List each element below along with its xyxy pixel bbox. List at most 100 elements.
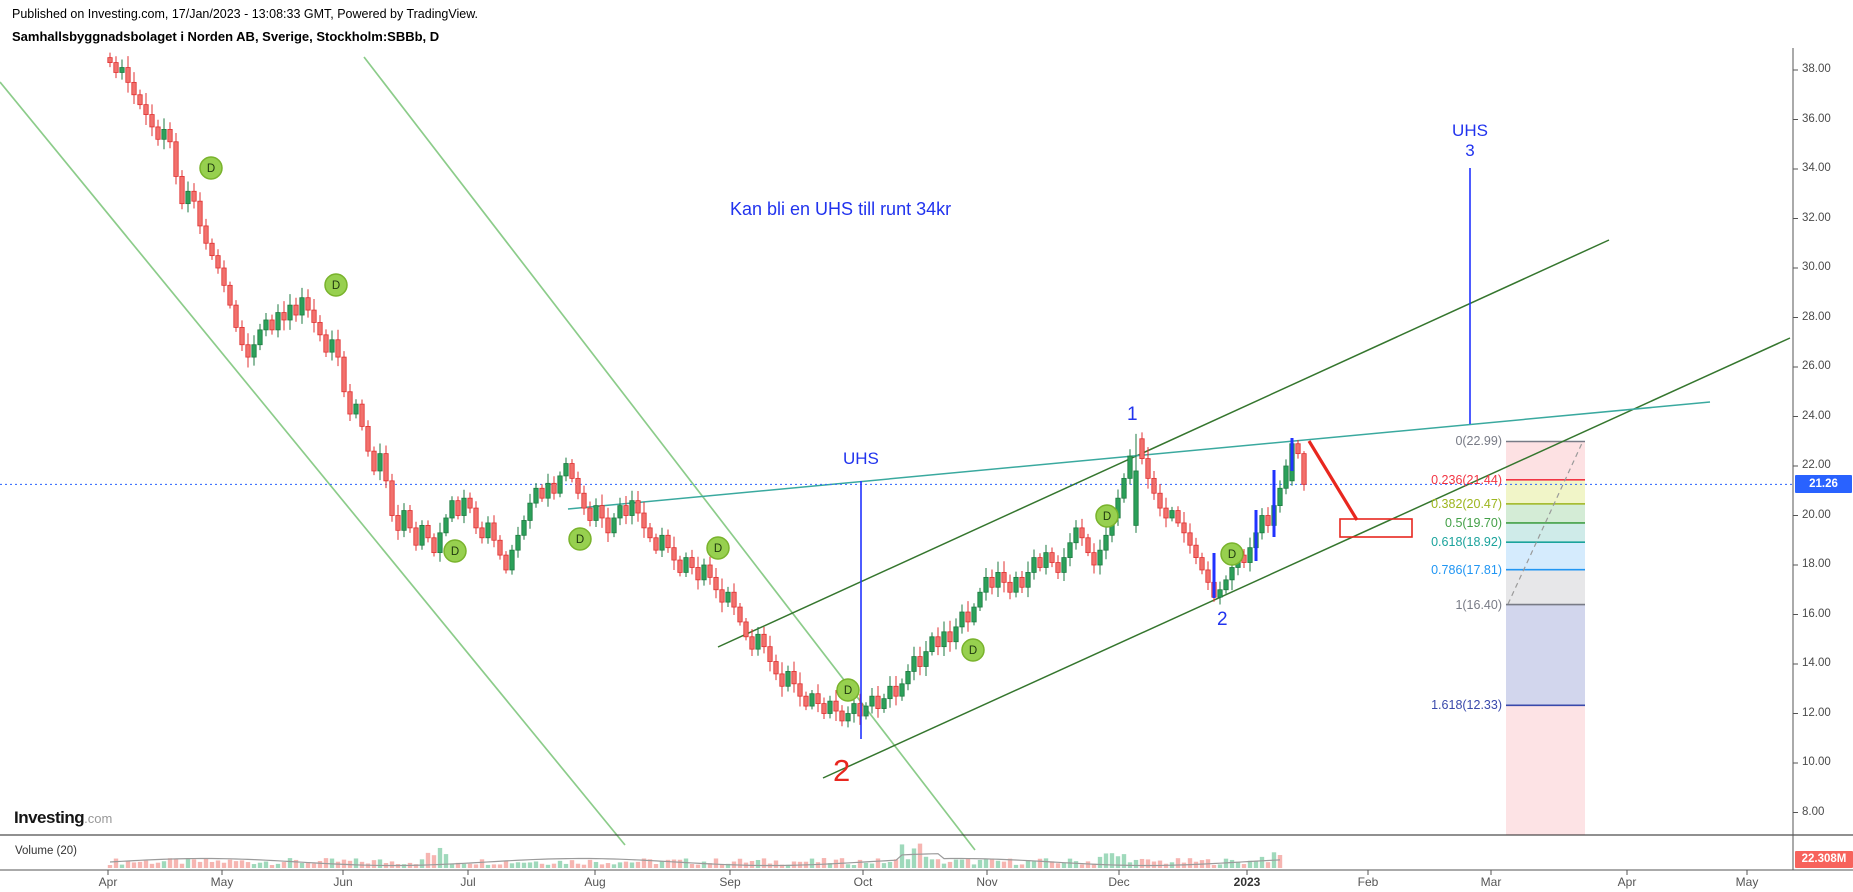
candle-body	[1259, 515, 1265, 534]
candle-body	[269, 319, 275, 331]
price-tick-label: 28.00	[1802, 310, 1831, 323]
volume-bar	[629, 862, 635, 868]
dividend-marker-icon[interactable]	[1220, 542, 1244, 566]
dividend-marker-icon[interactable]	[443, 539, 467, 563]
dividend-marker-letter: D	[1103, 511, 1111, 523]
volume-bar	[1265, 862, 1271, 868]
fib-trend-dashed-line[interactable]	[1507, 440, 1584, 605]
candle-body	[419, 525, 425, 546]
trendline-down-channel-right[interactable]	[363, 56, 976, 851]
volume-bar	[497, 864, 503, 868]
dividend-marker-letter: D	[576, 534, 584, 546]
volume-bar	[137, 861, 143, 868]
volume-bar	[587, 859, 593, 868]
month-label: May	[1735, 875, 1759, 889]
month-label: Aug	[584, 875, 606, 889]
candle-body	[179, 176, 185, 205]
volume-bar	[1013, 864, 1019, 868]
trendline-neckline[interactable]	[567, 401, 1711, 510]
volume-bar	[149, 863, 155, 868]
volume-bar	[1241, 864, 1247, 868]
volume-bar	[929, 859, 935, 868]
volume-ma-line	[109, 853, 1281, 867]
volume-bar	[1055, 863, 1061, 868]
target-rectangle[interactable]	[1339, 518, 1413, 538]
volume-bar	[551, 863, 557, 868]
candle-body	[767, 646, 773, 662]
dividend-marker-icon[interactable]	[706, 536, 730, 560]
candle-body	[755, 633, 761, 650]
candle-body	[275, 312, 281, 331]
annotation-wave2-blue: 2	[1217, 609, 1228, 630]
annotation-uhs-label: UHS	[843, 449, 879, 468]
candle-body	[827, 700, 833, 714]
dividend-marker-icon[interactable]	[199, 156, 223, 180]
dividend-marker-letter: D	[844, 685, 852, 697]
volume-bar	[179, 863, 185, 868]
candle-body	[485, 522, 491, 539]
volume-bar	[437, 847, 443, 868]
volume-bar	[467, 863, 473, 868]
volume-indicator-label[interactable]: Volume (20)	[15, 845, 78, 857]
candle-body	[329, 339, 335, 353]
volume-bar	[725, 863, 731, 868]
dividend-marker-letter: D	[332, 280, 340, 292]
trendline-up-channel-lower[interactable]	[822, 337, 1791, 779]
volume-bar	[557, 860, 563, 868]
volume-bar	[623, 861, 629, 868]
candle-body	[281, 312, 287, 321]
annotation-uhs3-label: UHS 3	[1447, 121, 1493, 161]
candle-body	[563, 463, 569, 477]
dividend-marker-icon[interactable]	[1095, 504, 1119, 528]
volume-bar	[905, 859, 911, 868]
volume-bar	[425, 852, 431, 868]
candle-body	[599, 505, 605, 519]
candle-body	[761, 633, 767, 648]
dividend-marker-icon[interactable]	[961, 638, 985, 662]
volume-bar	[293, 859, 299, 868]
candle-body	[929, 636, 935, 653]
candle-body	[1067, 542, 1073, 558]
candle-body	[743, 621, 749, 638]
candle-body	[359, 403, 365, 427]
volume-bar	[653, 864, 659, 868]
projection-line[interactable]	[1307, 440, 1359, 521]
price-tick-label: 20.00	[1802, 508, 1831, 521]
candle-body	[521, 520, 527, 536]
candle-body	[1283, 465, 1289, 489]
candle-body	[293, 304, 299, 316]
price-tick-label: 32.00	[1802, 211, 1831, 224]
volume-bar	[1247, 860, 1253, 868]
volume-bar	[215, 860, 221, 868]
dividend-marker-icon[interactable]	[324, 273, 348, 297]
candle-body	[1223, 579, 1229, 591]
dividend-marker-icon[interactable]	[568, 527, 592, 551]
candle-body	[881, 698, 887, 709]
volume-bar	[197, 861, 203, 868]
candle-body	[1055, 562, 1061, 573]
dividend-marker-icon[interactable]	[836, 678, 860, 702]
fib-level-label: 1.618(12.33)	[1431, 698, 1502, 713]
trendline-up-channel-upper[interactable]	[717, 239, 1610, 648]
candle-body	[479, 527, 485, 539]
price-tick-label: 36.00	[1802, 112, 1831, 125]
volume-bar	[221, 862, 227, 868]
candle-body	[1163, 507, 1169, 519]
volume-bar	[455, 862, 461, 868]
dividend-marker-letter: D	[451, 546, 459, 558]
trendline-down-channel-left[interactable]	[0, 81, 626, 846]
candle-body	[1229, 567, 1235, 581]
candle-body	[959, 611, 965, 628]
current-price-badge: 21.26	[1795, 475, 1852, 493]
candle-body	[1247, 547, 1253, 563]
candle-body	[413, 527, 419, 546]
volume-bar	[701, 861, 707, 868]
candle-body	[839, 710, 845, 722]
volume-bar	[1019, 864, 1025, 868]
candle-body	[935, 636, 941, 648]
volume-bar	[1079, 864, 1085, 868]
candle-body	[947, 631, 953, 643]
candle-body	[191, 190, 197, 202]
candle-body	[821, 703, 827, 714]
